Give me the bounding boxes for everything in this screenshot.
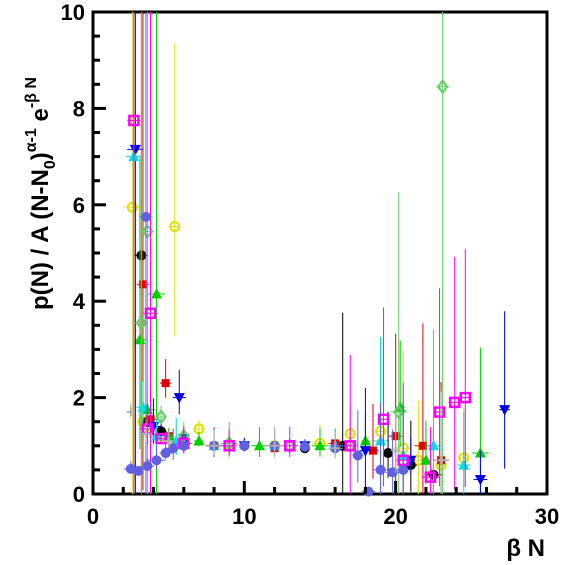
data-point <box>459 391 472 404</box>
data-point <box>344 440 357 452</box>
data-point <box>129 144 141 156</box>
data-point <box>125 463 136 474</box>
data-point <box>377 413 390 426</box>
series-1 <box>134 12 443 494</box>
data-point <box>173 393 185 404</box>
data-point <box>239 440 250 451</box>
data-point <box>448 396 461 409</box>
data-point <box>314 439 326 451</box>
data-point <box>436 79 449 95</box>
data-point <box>375 464 386 475</box>
data-point <box>418 441 427 450</box>
y-tick-label: 10 <box>61 0 85 25</box>
data-point <box>433 406 446 418</box>
data-point <box>352 450 363 461</box>
x-tick-label: 30 <box>535 504 559 529</box>
y-tick-label: 4 <box>73 289 86 314</box>
data-point <box>387 467 398 478</box>
data-point <box>160 448 171 459</box>
data-point <box>135 315 148 331</box>
data-point <box>134 333 146 345</box>
data-point <box>168 443 179 454</box>
data-point <box>169 220 181 232</box>
data-point <box>458 459 470 470</box>
data-point <box>359 446 371 457</box>
x-tick-label: 0 <box>87 504 99 529</box>
data-point <box>383 448 394 459</box>
data-point <box>133 465 144 476</box>
data-point <box>140 211 151 222</box>
data-point <box>392 404 405 420</box>
data-point <box>253 439 265 451</box>
data-point <box>142 461 153 472</box>
data-point <box>299 441 310 452</box>
y-axis-title: p(N) / A (N-N0)α-1 e-β N <box>23 77 59 310</box>
data-point <box>128 114 140 127</box>
series-9 <box>126 391 449 494</box>
series-8 <box>123 12 412 497</box>
data-point <box>223 440 235 452</box>
series-3 <box>134 12 489 494</box>
data-point <box>151 287 163 299</box>
x-tick-label: 10 <box>232 504 256 529</box>
x-axis-title: β N <box>506 535 545 562</box>
y-tick-label: 6 <box>73 193 85 218</box>
data-point <box>283 440 296 452</box>
y-tick-label: 8 <box>73 96 85 121</box>
data-point <box>368 446 377 455</box>
data-point <box>155 432 167 445</box>
data-point <box>126 201 138 213</box>
y-tick-label: 2 <box>73 386 85 411</box>
data-point <box>155 409 167 425</box>
y-tick-label: 0 <box>73 482 85 507</box>
x-tick-label: 20 <box>383 504 407 529</box>
series-4 <box>127 12 511 494</box>
data-point <box>424 471 437 483</box>
data-point <box>398 464 409 475</box>
data-point <box>138 280 147 289</box>
data-point <box>178 440 189 451</box>
series-7 <box>127 12 472 494</box>
data-point <box>420 454 432 465</box>
data-point <box>499 405 511 416</box>
series-2 <box>136 12 449 494</box>
data-point <box>151 455 162 466</box>
series-6 <box>134 12 450 494</box>
data-point <box>161 379 170 388</box>
data-point <box>428 439 439 451</box>
data-point <box>474 475 486 486</box>
data-point <box>193 434 205 446</box>
